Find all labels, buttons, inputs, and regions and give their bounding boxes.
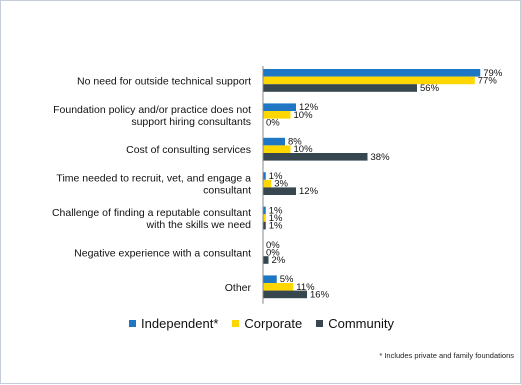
value-label: 56% bbox=[420, 83, 440, 94]
legend-swatch bbox=[232, 320, 240, 327]
legend-swatch bbox=[316, 320, 324, 327]
legend-label: Independent* bbox=[141, 316, 219, 331]
bar bbox=[263, 153, 368, 161]
legend-item: Independent* bbox=[129, 316, 218, 331]
bar bbox=[263, 290, 307, 299]
category-label: No need for outside technical support bbox=[77, 75, 251, 87]
bar bbox=[263, 179, 272, 188]
value-labels: 79%77%56%12%10%0%8%10%38%1%3%12%1%1%1%0%… bbox=[266, 68, 503, 301]
legend: Independent* Corporate Community bbox=[1, 316, 521, 331]
legend-label: Corporate bbox=[244, 316, 303, 331]
value-label: 1% bbox=[269, 205, 283, 216]
value-label: 1% bbox=[269, 171, 283, 182]
bar bbox=[263, 221, 266, 230]
value-label: 5% bbox=[280, 274, 294, 285]
category-label: Time needed to recruit, vet, and engage … bbox=[56, 173, 251, 197]
value-label: 2% bbox=[272, 255, 286, 266]
bar bbox=[263, 187, 296, 195]
bar bbox=[263, 137, 285, 146]
bar bbox=[263, 84, 417, 92]
category-label: Foundation policy and/or practice does n… bbox=[53, 104, 251, 128]
bar bbox=[263, 145, 291, 153]
value-label: 77% bbox=[478, 75, 498, 86]
bar bbox=[263, 206, 266, 215]
bar bbox=[263, 275, 277, 283]
category-label: Challenge of finding a reputable consult… bbox=[52, 207, 251, 231]
category-labels: No need for outside technical support Fou… bbox=[52, 75, 252, 293]
category-label: Cost of consulting services bbox=[126, 144, 251, 156]
value-label: 11% bbox=[296, 282, 315, 293]
value-label: 0% bbox=[266, 240, 280, 251]
legend-item: Corporate bbox=[232, 316, 302, 331]
bar bbox=[263, 111, 291, 119]
bars bbox=[263, 69, 481, 299]
bar bbox=[263, 172, 266, 180]
value-label: 3% bbox=[274, 179, 288, 190]
value-label: 0% bbox=[266, 117, 280, 128]
bar bbox=[263, 256, 269, 264]
value-label: 79% bbox=[483, 68, 503, 79]
value-label: 10% bbox=[294, 144, 314, 155]
bar bbox=[263, 214, 266, 222]
legend-label: Community bbox=[328, 316, 394, 331]
value-label: 12% bbox=[299, 102, 319, 113]
value-label: 10% bbox=[294, 110, 314, 121]
value-label: 16% bbox=[310, 289, 330, 300]
legend-swatch bbox=[129, 320, 137, 327]
value-label: 8% bbox=[288, 137, 302, 148]
value-label: 1% bbox=[269, 221, 283, 232]
legend-item: Community bbox=[316, 316, 394, 331]
bar bbox=[263, 103, 296, 111]
bar bbox=[263, 69, 481, 77]
value-label: 38% bbox=[371, 152, 391, 163]
category-label: Other bbox=[225, 282, 252, 294]
value-label: 0% bbox=[266, 247, 280, 258]
bar bbox=[263, 283, 294, 291]
bar bbox=[263, 76, 475, 85]
value-label: 12% bbox=[299, 186, 319, 197]
value-label: 1% bbox=[269, 213, 283, 224]
category-label: Negative experience with a consultant bbox=[74, 247, 251, 259]
footnote: * Includes private and family foundation… bbox=[379, 351, 514, 360]
